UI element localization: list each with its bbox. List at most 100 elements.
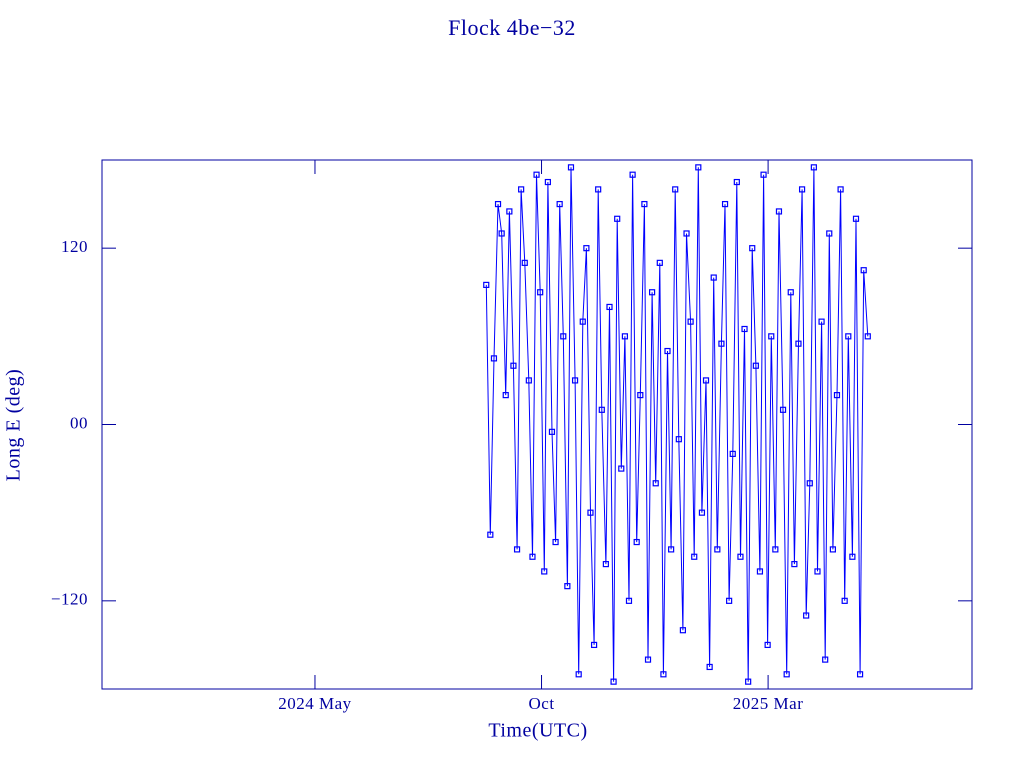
y-tick-label: −120 bbox=[51, 590, 88, 609]
point bbox=[571, 377, 579, 384]
point bbox=[556, 200, 563, 208]
point bbox=[525, 377, 532, 384]
y-tick-label: 00 bbox=[70, 413, 88, 432]
point bbox=[610, 678, 617, 685]
point bbox=[718, 340, 725, 347]
point bbox=[575, 671, 582, 678]
point bbox=[779, 406, 787, 413]
point bbox=[590, 641, 598, 649]
point bbox=[672, 186, 679, 193]
point bbox=[710, 274, 717, 281]
point bbox=[483, 281, 490, 289]
y-axis-label: Long E (deg) bbox=[3, 369, 25, 482]
point bbox=[606, 303, 613, 311]
point bbox=[845, 333, 852, 340]
point bbox=[548, 428, 556, 435]
point bbox=[552, 538, 559, 546]
point bbox=[702, 377, 710, 384]
point bbox=[695, 164, 702, 171]
point bbox=[852, 215, 860, 222]
point bbox=[741, 325, 748, 333]
point bbox=[837, 186, 844, 193]
point bbox=[521, 259, 528, 266]
point bbox=[602, 560, 609, 568]
point bbox=[668, 546, 675, 553]
point bbox=[822, 656, 829, 663]
point bbox=[518, 186, 525, 193]
point bbox=[618, 465, 625, 472]
point bbox=[510, 362, 517, 369]
point bbox=[772, 546, 779, 553]
point bbox=[494, 200, 502, 208]
point bbox=[829, 546, 836, 553]
point bbox=[625, 597, 633, 604]
point bbox=[706, 663, 713, 671]
point bbox=[529, 553, 536, 560]
point bbox=[798, 186, 806, 193]
chart-title: Flock 4be−32 bbox=[448, 15, 576, 40]
point bbox=[683, 230, 690, 237]
point bbox=[502, 392, 509, 399]
point bbox=[567, 164, 575, 171]
point bbox=[648, 289, 656, 296]
point bbox=[698, 509, 706, 516]
point bbox=[564, 583, 571, 590]
point bbox=[841, 597, 848, 604]
point bbox=[775, 208, 783, 215]
point bbox=[513, 546, 521, 553]
point bbox=[687, 318, 694, 325]
point bbox=[660, 671, 667, 678]
point bbox=[756, 568, 764, 575]
point bbox=[714, 546, 721, 553]
point bbox=[791, 560, 798, 568]
plot-area bbox=[483, 164, 871, 685]
point bbox=[818, 318, 825, 325]
point bbox=[737, 553, 744, 560]
point bbox=[487, 531, 494, 538]
point bbox=[814, 568, 821, 575]
point bbox=[810, 164, 817, 171]
point bbox=[833, 392, 841, 399]
point bbox=[679, 627, 687, 634]
point bbox=[498, 230, 505, 237]
x-tick-label: 2024 May bbox=[278, 694, 351, 713]
point bbox=[745, 678, 752, 685]
point bbox=[560, 333, 567, 340]
point bbox=[783, 671, 790, 678]
point bbox=[749, 245, 756, 252]
x-tick-label: 2025 Mar bbox=[733, 694, 804, 713]
point bbox=[598, 406, 605, 413]
point bbox=[641, 200, 648, 208]
point bbox=[803, 612, 810, 619]
point bbox=[768, 333, 775, 340]
point bbox=[856, 671, 864, 678]
point bbox=[826, 230, 833, 237]
point bbox=[541, 568, 548, 575]
point bbox=[752, 362, 759, 369]
point bbox=[664, 347, 671, 355]
point bbox=[860, 267, 867, 274]
point bbox=[721, 200, 729, 208]
point bbox=[595, 186, 602, 193]
point bbox=[490, 355, 498, 362]
point bbox=[691, 553, 698, 560]
point bbox=[806, 480, 813, 487]
point bbox=[537, 289, 544, 296]
point bbox=[795, 340, 802, 347]
point bbox=[644, 656, 652, 663]
point bbox=[544, 178, 551, 186]
point bbox=[506, 208, 513, 215]
y-tick-label: 120 bbox=[61, 237, 88, 256]
point bbox=[733, 178, 740, 186]
point bbox=[583, 245, 590, 252]
point bbox=[652, 480, 659, 487]
point bbox=[760, 171, 767, 178]
point bbox=[656, 259, 663, 266]
series-line bbox=[485, 167, 869, 682]
point bbox=[621, 333, 629, 340]
x-axis-label: Time(UTC) bbox=[488, 720, 587, 742]
point bbox=[533, 171, 540, 178]
point bbox=[637, 392, 644, 399]
